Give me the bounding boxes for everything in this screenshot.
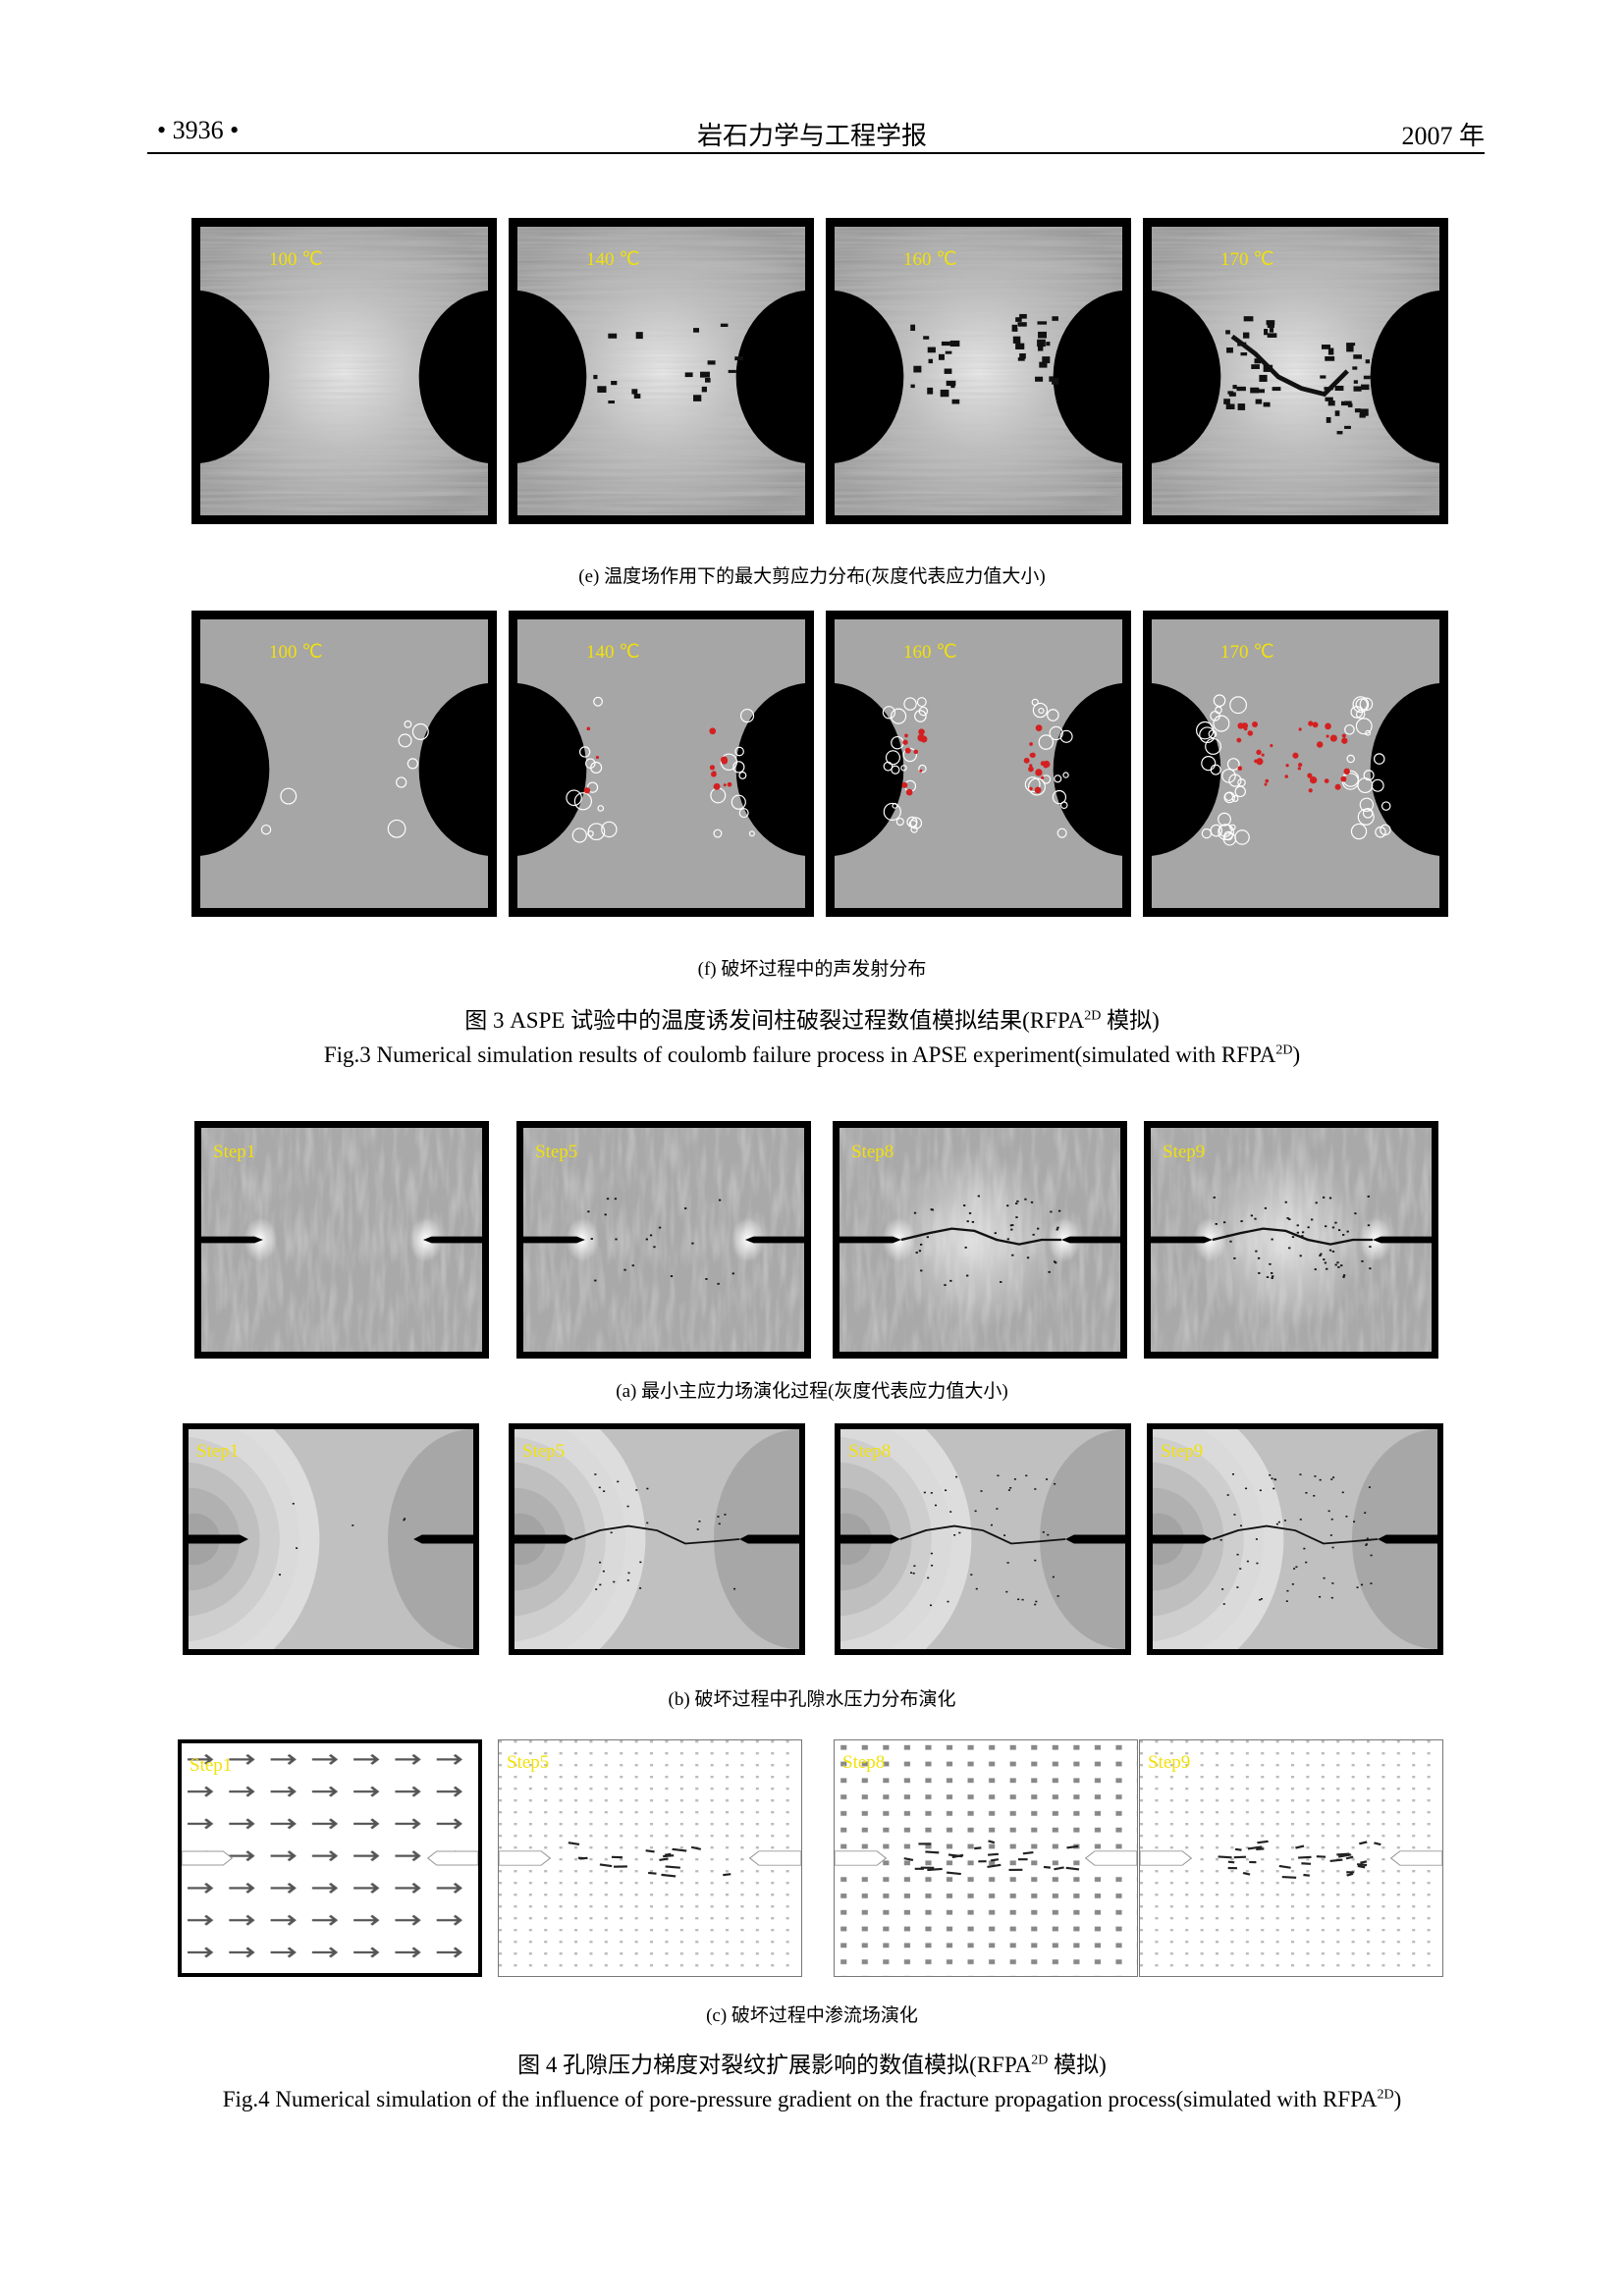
page-number: • 3936 •: [157, 116, 240, 144]
fig4b-panel-1: Step1: [183, 1423, 479, 1655]
caption-fig4-c: (c) 破坏过程中渗流场演化: [706, 2005, 918, 2026]
fig3e-label-1: 100 ℃: [269, 249, 323, 270]
fig3e-label-3: 160 ℃: [903, 249, 957, 270]
fig3e-panel-4: 170 ℃: [1143, 218, 1448, 524]
fig4c-label-4: Step9: [1148, 1752, 1191, 1773]
fig4a-label-4: Step9: [1163, 1142, 1206, 1162]
header-rule: [147, 152, 1485, 154]
fig4c-panel-1: Step1: [178, 1739, 482, 1977]
fig4c-panel-2: Step5: [498, 1739, 802, 1977]
fig4c-panel-4: Step9: [1139, 1739, 1443, 1977]
fig4a-label-2: Step5: [535, 1142, 578, 1162]
caption-fig3-e: (e) 温度场作用下的最大剪应力分布(灰度代表应力值大小): [578, 566, 1046, 587]
fig3f-label-1: 100 ℃: [269, 642, 323, 663]
fig3e-label-4: 170 ℃: [1220, 249, 1274, 270]
fig3f-panel-1: 100 ℃: [191, 611, 497, 917]
fig4c-label-3: Step8: [842, 1752, 886, 1773]
caption-fig4-b: (b) 破坏过程中孔隙水压力分布演化: [668, 1689, 956, 1710]
fig4c-label-1: Step1: [189, 1755, 233, 1776]
fig4b-label-2: Step5: [522, 1441, 566, 1462]
fig4a-panel-3: Step8: [833, 1121, 1127, 1359]
fig3e-panel-1: 100 ℃: [191, 218, 497, 524]
year: 2007 年: [1401, 122, 1485, 150]
fig3f-panel-2: 140 ℃: [509, 611, 814, 917]
fig4a-label-3: Step8: [851, 1142, 894, 1162]
fig4a-label-1: Step1: [213, 1142, 256, 1162]
fig4b-panel-4: Step9: [1147, 1423, 1443, 1655]
fig4-caption-en: Fig.4 Numerical simulation of the influe…: [222, 2087, 1402, 2111]
caption-fig4-a: (a) 最小主应力场演化过程(灰度代表应力值大小): [616, 1381, 1008, 1402]
fig4b-panel-2: Step5: [509, 1423, 805, 1655]
fig4b-label-1: Step1: [196, 1441, 240, 1462]
journal-title: 岩石力学与工程学报: [696, 122, 927, 150]
fig4c-panel-3: Step8: [834, 1739, 1138, 1977]
fig3f-label-2: 140 ℃: [586, 642, 640, 663]
fig4a-panel-4: Step9: [1144, 1121, 1438, 1359]
fig3f-label-3: 160 ℃: [903, 642, 957, 663]
caption-fig3-f: (f) 破坏过程中的声发射分布: [697, 959, 927, 980]
fig3f-panel-3: 160 ℃: [826, 611, 1131, 917]
fig3e-panel-2: 140 ℃: [509, 218, 814, 524]
fig3-caption-cn: 图 3 ASPE 试验中的温度诱发间柱破裂过程数值模拟结果(RFPA2D 模拟): [464, 1008, 1160, 1033]
fig4b-panel-3: Step8: [835, 1423, 1131, 1655]
fig4a-panel-2: Step5: [516, 1121, 811, 1359]
fig4-caption-cn: 图 4 孔隙压力梯度对裂纹扩展影响的数值模拟(RFPA2D 模拟): [517, 2053, 1107, 2077]
fig3e-panel-3: 160 ℃: [826, 218, 1131, 524]
fig4b-label-3: Step8: [848, 1441, 892, 1462]
fig3f-panel-4: 170 ℃: [1143, 611, 1448, 917]
fig4c-label-2: Step5: [507, 1752, 550, 1773]
fig3-caption-en: Fig.3 Numerical simulation results of co…: [323, 1042, 1301, 1067]
fig4b-label-4: Step9: [1161, 1441, 1204, 1462]
fig3f-label-4: 170 ℃: [1220, 642, 1274, 663]
fig4a-panel-1: Step1: [194, 1121, 489, 1359]
fig3e-label-2: 140 ℃: [586, 249, 640, 270]
